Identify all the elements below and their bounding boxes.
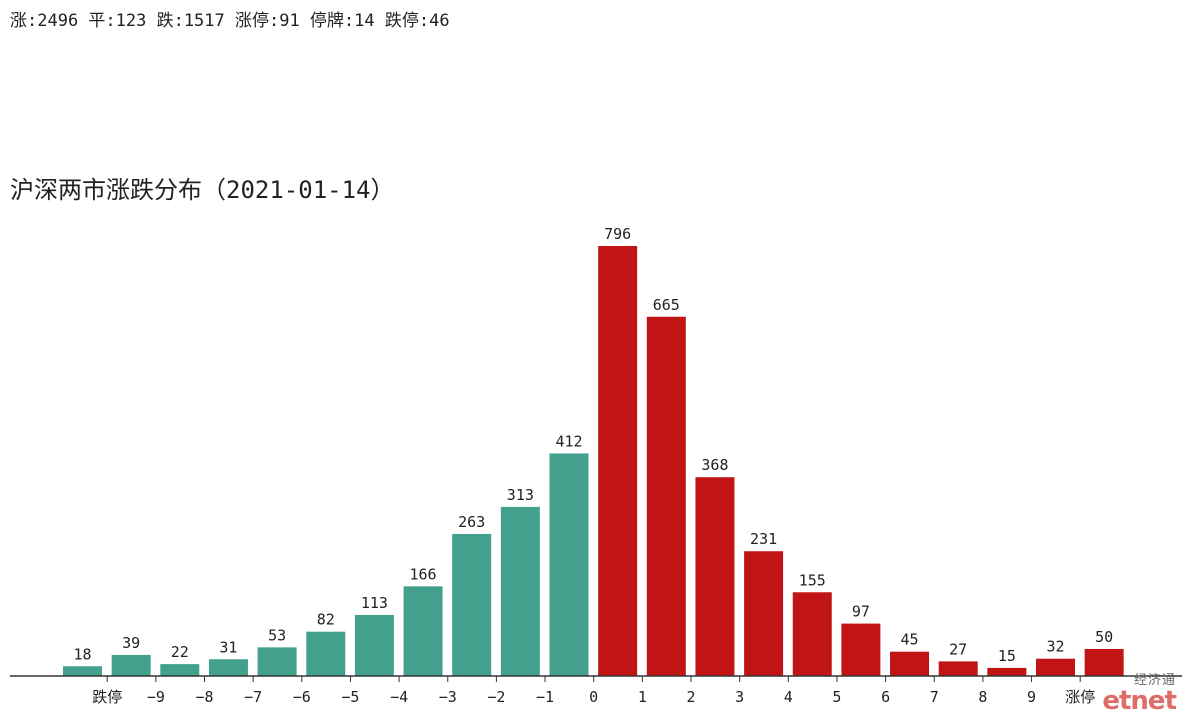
x-tick-label: 6 xyxy=(881,688,890,706)
bar-21 xyxy=(1084,648,1124,676)
x-tick-label: −6 xyxy=(293,688,311,706)
x-tick-label: 5 xyxy=(832,688,841,706)
bar-11 xyxy=(598,246,638,676)
x-tick-label: 4 xyxy=(784,688,793,706)
market-summary: 涨:2496 平:123 跌:1517 涨停:91 停牌:14 跌停:46 xyxy=(10,11,450,31)
bar-group xyxy=(63,246,1124,676)
bar-7 xyxy=(403,586,443,676)
bar-value-label: 27 xyxy=(949,640,967,658)
bar-3 xyxy=(208,659,248,676)
etnet-logo: 经济通 etnet xyxy=(1102,673,1177,716)
bar-20 xyxy=(1036,658,1075,676)
bar-value-label: 155 xyxy=(799,571,826,589)
bar-value-label: 22 xyxy=(171,643,189,661)
chart-title: 沪深两市涨跌分布（2021-01-14） xyxy=(10,176,395,204)
x-tick-label: −2 xyxy=(487,688,505,706)
logo-subtext: 经济通 xyxy=(1133,673,1176,688)
x-tick-label: 8 xyxy=(978,688,987,706)
bar-value-label: 50 xyxy=(1095,628,1113,646)
bar-value-label: 665 xyxy=(653,296,680,314)
bar-value-label: 368 xyxy=(701,456,728,474)
bar-value-label: 32 xyxy=(1046,638,1064,656)
x-tick-label: 9 xyxy=(1027,688,1036,706)
x-tick-label: 2 xyxy=(686,688,695,706)
logo-wordmark: etnet xyxy=(1102,686,1177,716)
bar-value-label: 113 xyxy=(361,594,388,612)
bar-10 xyxy=(549,453,589,676)
bar-16 xyxy=(841,623,881,676)
bar-value-label: 82 xyxy=(317,611,335,629)
bar-17 xyxy=(890,651,930,676)
bar-value-label: 31 xyxy=(219,638,237,656)
x-tick-label: −7 xyxy=(244,688,262,706)
bar-15 xyxy=(792,592,832,676)
x-tick-label: 1 xyxy=(638,688,647,706)
bar-13 xyxy=(695,477,735,676)
x-tick-group: 跌停 −9 −8 −7 −6 −5 −4 −3 −2 −1 0 1 2 3 4 5 6 7 8 9 涨停 xyxy=(92,676,1095,706)
bar-value-label: 45 xyxy=(901,631,919,649)
x-tick-label: 3 xyxy=(735,688,744,706)
bar-4 xyxy=(257,647,297,676)
bar-value-label: 796 xyxy=(604,225,631,243)
bar-8 xyxy=(452,533,492,676)
x-tick-label: 7 xyxy=(930,688,939,706)
bar-value-label: 97 xyxy=(852,603,870,621)
x-tick-label: −5 xyxy=(341,688,359,706)
bar-value-label: 231 xyxy=(750,530,777,548)
bar-0 xyxy=(63,666,102,676)
bar-value-label: 53 xyxy=(268,626,286,644)
bar-1 xyxy=(111,654,151,676)
bar-value-label: 166 xyxy=(410,565,437,583)
bar-value-label: 313 xyxy=(507,486,534,504)
bar-5 xyxy=(306,631,346,676)
x-tick-label: −3 xyxy=(439,688,457,706)
bar-value-label: 39 xyxy=(122,634,140,652)
x-tick-label: −8 xyxy=(195,688,213,706)
x-tick-label: −4 xyxy=(390,688,408,706)
x-tick-label: 涨停 xyxy=(1065,688,1095,706)
x-tick-label: 0 xyxy=(589,688,598,706)
bar-value-label: 18 xyxy=(73,645,91,663)
x-tick-label: −9 xyxy=(147,688,165,706)
value-label-group: 18 39 22 31 53 82 113 166 263 313 412 796 665 368 231 1… xyxy=(73,225,1113,665)
bar-value-label: 412 xyxy=(555,432,582,450)
bar-6 xyxy=(354,614,394,676)
bar-value-label: 15 xyxy=(998,647,1016,665)
x-tick-label: 跌停 xyxy=(92,688,122,706)
x-tick-label: −1 xyxy=(536,688,554,706)
bar-value-label: 263 xyxy=(458,513,485,531)
bar-18 xyxy=(938,661,978,676)
bar-14 xyxy=(744,551,784,676)
bar-12 xyxy=(646,316,686,676)
bar-2 xyxy=(160,664,200,676)
bar-19 xyxy=(987,667,1027,676)
bar-9 xyxy=(500,506,540,676)
